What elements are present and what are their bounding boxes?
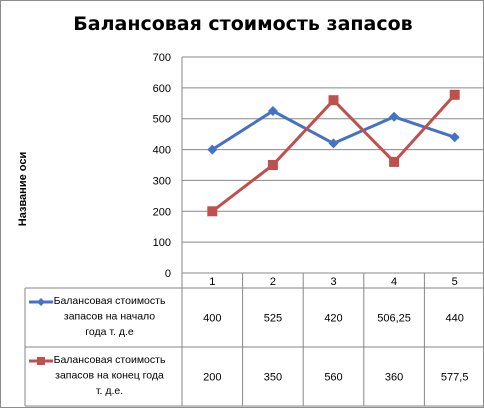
data-table-value: 350	[264, 372, 282, 384]
x-tick-label: 1	[209, 276, 215, 288]
data-table-value: 506,25	[377, 313, 411, 325]
series-2-line	[211, 93, 456, 213]
legend-key-marker	[37, 298, 45, 306]
legend-label: запасов на конец года	[55, 370, 164, 382]
chart-title: Балансовая стоимость запасов	[73, 13, 413, 35]
series-1-point	[328, 138, 339, 149]
y-tick-label: 500	[153, 114, 171, 126]
legend-label: Балансовая стоимость	[54, 295, 166, 307]
series-2-point	[449, 89, 460, 100]
legend-label: запасов на начало	[64, 311, 155, 323]
x-tick-label: 2	[270, 276, 276, 288]
series-2-point	[267, 160, 278, 170]
data-table-value: 200	[203, 372, 221, 384]
x-tick-label: 5	[452, 276, 458, 288]
data-table-value: 420	[324, 313, 342, 325]
y-tick-label: 400	[153, 145, 171, 157]
series-2-point	[389, 156, 400, 167]
data-table-value: 440	[446, 313, 464, 325]
y-tick-label: 0	[165, 268, 171, 280]
series-1-point	[389, 111, 400, 122]
series-1-point	[449, 132, 460, 143]
legend-label: Балансовая стоимость	[54, 354, 166, 366]
data-table-value: 400	[203, 313, 221, 325]
data-table-value: 577,5	[441, 372, 469, 384]
series-2-point	[328, 95, 339, 106]
y-tick-label: 200	[153, 206, 171, 218]
legend-key-marker	[37, 357, 45, 365]
y-tick-label: 100	[153, 237, 171, 249]
data-table-value: 525	[264, 313, 282, 325]
legend-label: года т. д.е	[85, 326, 134, 338]
data-table-value: 560	[324, 372, 342, 384]
series-1-point	[207, 144, 218, 155]
series-2-point	[207, 206, 218, 217]
y-tick-label: 600	[153, 83, 171, 95]
legend-label: т. д.е.	[96, 385, 123, 397]
y-tick-label: 300	[153, 175, 171, 187]
series-1-point	[267, 106, 278, 116]
x-tick-label: 3	[330, 276, 336, 288]
y-tick-label: 700	[153, 52, 171, 64]
data-table-value: 360	[385, 372, 403, 384]
x-tick-label: 4	[391, 276, 397, 288]
